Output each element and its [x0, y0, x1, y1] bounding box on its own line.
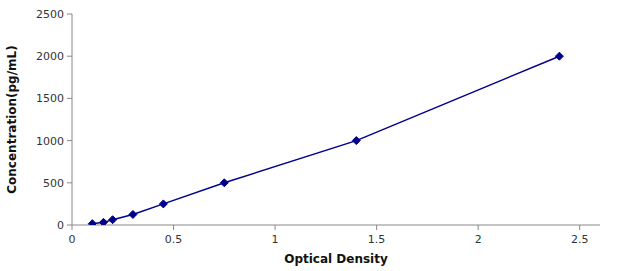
x-tick	[72, 225, 73, 230]
y-tick	[67, 56, 72, 57]
x-tick-label: 2.5	[571, 233, 589, 246]
data-point	[159, 200, 167, 208]
x-tick-label: 1.5	[368, 233, 386, 246]
y-tick	[67, 182, 72, 183]
x-axis-label: Optical Density	[284, 252, 388, 266]
x-tick-label: 0.5	[165, 233, 183, 246]
y-tick-label: 2000	[36, 50, 64, 63]
x-tick	[173, 225, 174, 230]
data-point	[99, 218, 107, 225]
data-point	[352, 137, 360, 145]
y-tick-label: 2500	[36, 8, 64, 21]
x-tick-label: 2	[475, 233, 482, 246]
y-tick-label: 0	[57, 219, 64, 232]
x-tick	[579, 225, 580, 230]
y-tick	[67, 225, 72, 226]
y-tick	[67, 98, 72, 99]
x-tick-label: 1	[272, 233, 279, 246]
x-tick	[478, 225, 479, 230]
y-tick-label: 500	[43, 177, 64, 190]
y-axis-line	[72, 14, 73, 225]
plot-area	[88, 52, 563, 225]
y-tick	[67, 140, 72, 141]
y-tick-label: 1500	[36, 92, 64, 105]
data-point	[88, 220, 96, 225]
x-tick	[275, 225, 276, 230]
x-axis-line	[72, 225, 600, 226]
x-tick-label: 0	[69, 233, 76, 246]
chart-container: 0 0.5 1 1.5 2 2.5 0 500 1000 1500 2000 2500 Optical …	[0, 0, 618, 271]
data-line	[92, 56, 559, 223]
x-tick	[376, 225, 377, 230]
data-point	[555, 52, 563, 60]
data-point	[220, 179, 228, 187]
y-tick	[67, 14, 72, 15]
chart-svg: 0 0.5 1 1.5 2 2.5 0 500 1000 1500 2000 2500 Optical …	[0, 0, 618, 271]
data-point	[109, 216, 117, 224]
y-tick-label: 1000	[36, 135, 64, 148]
y-axis-label: Concentration(pg/mL)	[5, 45, 19, 193]
data-point	[129, 210, 137, 218]
